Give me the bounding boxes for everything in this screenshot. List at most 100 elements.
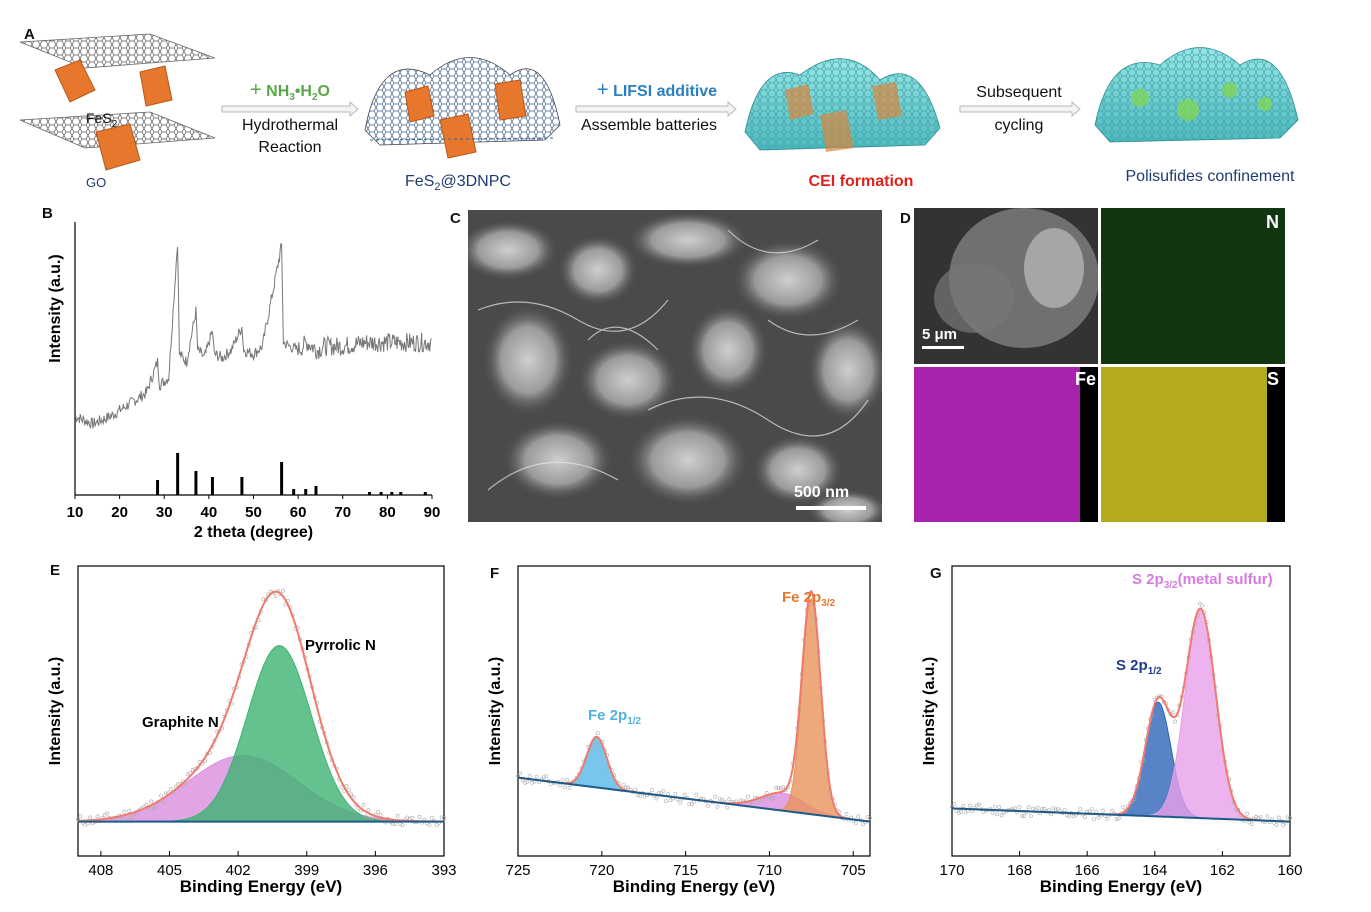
raw-point: [677, 800, 682, 805]
raw-point: [176, 782, 180, 787]
raw-point: [378, 813, 383, 818]
raw-point: [1288, 816, 1292, 820]
raw-point: [623, 785, 628, 790]
x-tick-label: 705: [841, 862, 866, 879]
raw-point: [417, 814, 422, 819]
raw-point: [1094, 809, 1099, 814]
step1-reagent: + NH3•H2O: [250, 79, 330, 104]
sem-image: 500 nm: [468, 210, 882, 522]
xrd-chart: 10 20 30 40 50 60 70 80 90 2 theta (degree) Intens…: [47, 222, 440, 541]
x-tick-label: 408: [88, 862, 113, 879]
raw-point: [525, 779, 530, 784]
raw-point: [281, 588, 285, 593]
raw-point: [769, 796, 774, 801]
raw-point: [771, 795, 776, 800]
raw-point: [376, 810, 381, 815]
raw-point: [541, 775, 546, 780]
raw-point: [995, 812, 1000, 817]
raw-point: [968, 803, 972, 808]
xps-fe2p-chart: 725 720 715 710 705 Binding Energy (eV) Intens…: [487, 565, 872, 896]
raw-point: [366, 808, 371, 813]
step1-line2: Reaction: [258, 139, 322, 156]
raw-point: [273, 594, 278, 598]
arrow-step-3: [959, 100, 1081, 118]
x-tick-label: 162: [1210, 862, 1235, 879]
raw-point: [530, 780, 535, 785]
x-tick-label: 168: [1007, 862, 1032, 879]
go-sheets-illustration: [19, 33, 216, 171]
raw-point: [129, 816, 134, 821]
raw-point: [997, 805, 1002, 810]
raw-point: [1200, 603, 1205, 608]
raw-point: [713, 794, 718, 799]
raw-point: [977, 802, 981, 807]
raw-point: [1096, 815, 1101, 820]
raw-point: [633, 787, 638, 792]
x-tick-label: 160: [1277, 862, 1302, 879]
raw-point: [746, 794, 750, 799]
sem-scalebar: [796, 506, 866, 510]
raw-point: [1031, 806, 1036, 811]
x-tick-label: 10: [67, 504, 84, 521]
xrd-pattern-line: [74, 243, 432, 429]
raw-point: [190, 768, 195, 772]
raw-point: [663, 799, 668, 804]
x-tick-label: 405: [157, 862, 182, 879]
raw-point: [429, 815, 434, 820]
raw-point: [727, 797, 732, 802]
raw-point: [865, 815, 870, 820]
step2-line1: Assemble batteries: [580, 117, 718, 134]
raw-data-points: [950, 601, 1292, 827]
eds-sem-tile: 5 μm: [914, 208, 1098, 364]
raw-point: [400, 823, 405, 828]
raw-point: [853, 821, 858, 826]
raw-point: [1026, 805, 1031, 810]
raw-point: [1017, 805, 1022, 810]
sem-scalebar-label: 500 nm: [794, 484, 850, 501]
raw-point: [781, 785, 786, 790]
raw-point: [868, 816, 872, 820]
raw-point: [1265, 814, 1270, 819]
x-tick-label: 402: [226, 862, 251, 879]
raw-point: [638, 794, 642, 799]
raw-point: [154, 805, 159, 810]
y-axis-label: Intensity (a.u.): [47, 657, 64, 765]
raw-point: [959, 809, 963, 814]
raw-point: [185, 772, 190, 777]
raw-point: [410, 815, 415, 820]
raw-point: [1035, 805, 1040, 810]
arrow-step-1: [221, 100, 359, 118]
raw-point: [363, 814, 368, 819]
fes2-3dnpc-illustration: [364, 57, 561, 159]
raw-point: [1089, 807, 1094, 812]
raw-point: [518, 771, 523, 776]
raw-point: [682, 792, 687, 797]
raw-point: [673, 791, 678, 796]
step1-line1: Hydrothermal: [241, 117, 339, 134]
raw-point: [861, 822, 865, 827]
y-axis-label: Intensity (a.u.): [921, 657, 938, 765]
raw-point: [1020, 814, 1024, 819]
raw-point: [434, 823, 439, 827]
raw-point: [626, 785, 631, 790]
raw-point: [595, 731, 600, 736]
product3-label: Polisufides confinement: [1125, 168, 1295, 185]
raw-point: [149, 799, 154, 804]
raw-point: [1258, 815, 1263, 820]
x-tick-label: 396: [363, 862, 388, 879]
eds-map-s-label: S: [1266, 369, 1279, 389]
plot-frame: [517, 565, 871, 857]
x-tick-label: 50: [245, 504, 262, 521]
x-tick-label: 40: [201, 504, 218, 521]
fe-2p32-sub: 3/2: [821, 598, 835, 609]
raw-point: [563, 785, 567, 790]
raw-point: [427, 823, 432, 827]
raw-point: [1022, 814, 1027, 818]
raw-point: [1197, 601, 1202, 606]
eds-map-fe-label: Fe: [1074, 369, 1096, 389]
s-2p32-end: (metal sulfur): [1178, 571, 1273, 588]
x-tick-label: 715: [673, 862, 698, 879]
raw-point: [687, 802, 692, 807]
raw-point: [1110, 808, 1114, 813]
raw-point: [159, 793, 163, 798]
